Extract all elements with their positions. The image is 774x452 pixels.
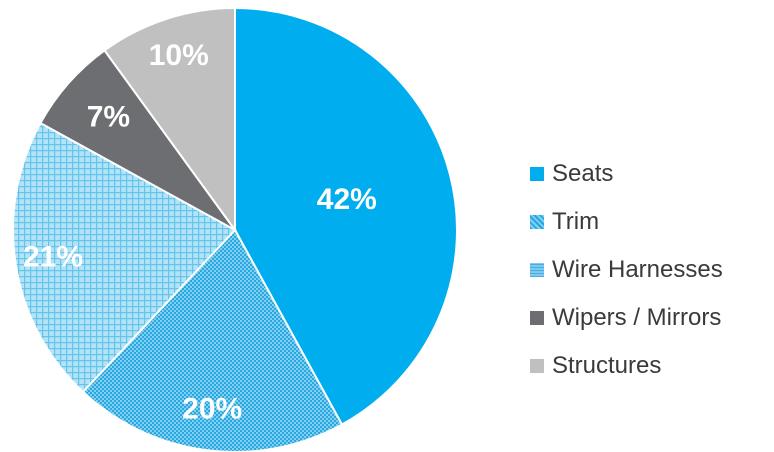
pie-slice-label: 10% — [149, 39, 209, 72]
legend-label: Wipers / Mirrors — [552, 304, 722, 331]
pie-slice-structures — [103, 6, 236, 234]
legend-label: Wire Harnesses — [552, 256, 723, 283]
pie-slice-labels: 42% 20% 21% 7% 10% — [23, 39, 377, 426]
legend-item: Seats — [530, 150, 774, 198]
legend-item: Wire Harnesses — [530, 246, 774, 294]
pie-slice-trim — [81, 228, 344, 452]
legend-swatch — [530, 263, 544, 277]
legend-swatch — [530, 311, 544, 325]
pie-slice-wire-harnesses — [12, 121, 237, 394]
pie-slices — [12, 6, 458, 452]
legend-label: Structures — [552, 352, 662, 379]
legend-label: Trim — [552, 208, 600, 235]
legend-swatch — [530, 215, 544, 229]
pie-slice-label: 7% — [87, 100, 130, 133]
pie-slice-seats — [234, 6, 458, 426]
legend-swatch — [530, 359, 544, 373]
legend: Seats Trim Wire Harnesses Wipers / Mirrors S… — [530, 150, 774, 390]
pie-slice-label: 42% — [317, 183, 377, 216]
legend-item: Structures — [530, 342, 774, 390]
legend-swatch — [530, 167, 544, 181]
legend-label: Seats — [552, 160, 614, 187]
pie-slice-label: 21% — [23, 241, 83, 274]
legend-item: Trim — [530, 198, 774, 246]
legend-item: Wipers / Mirrors — [530, 294, 774, 342]
pie-slice-label: 20% — [182, 393, 242, 426]
